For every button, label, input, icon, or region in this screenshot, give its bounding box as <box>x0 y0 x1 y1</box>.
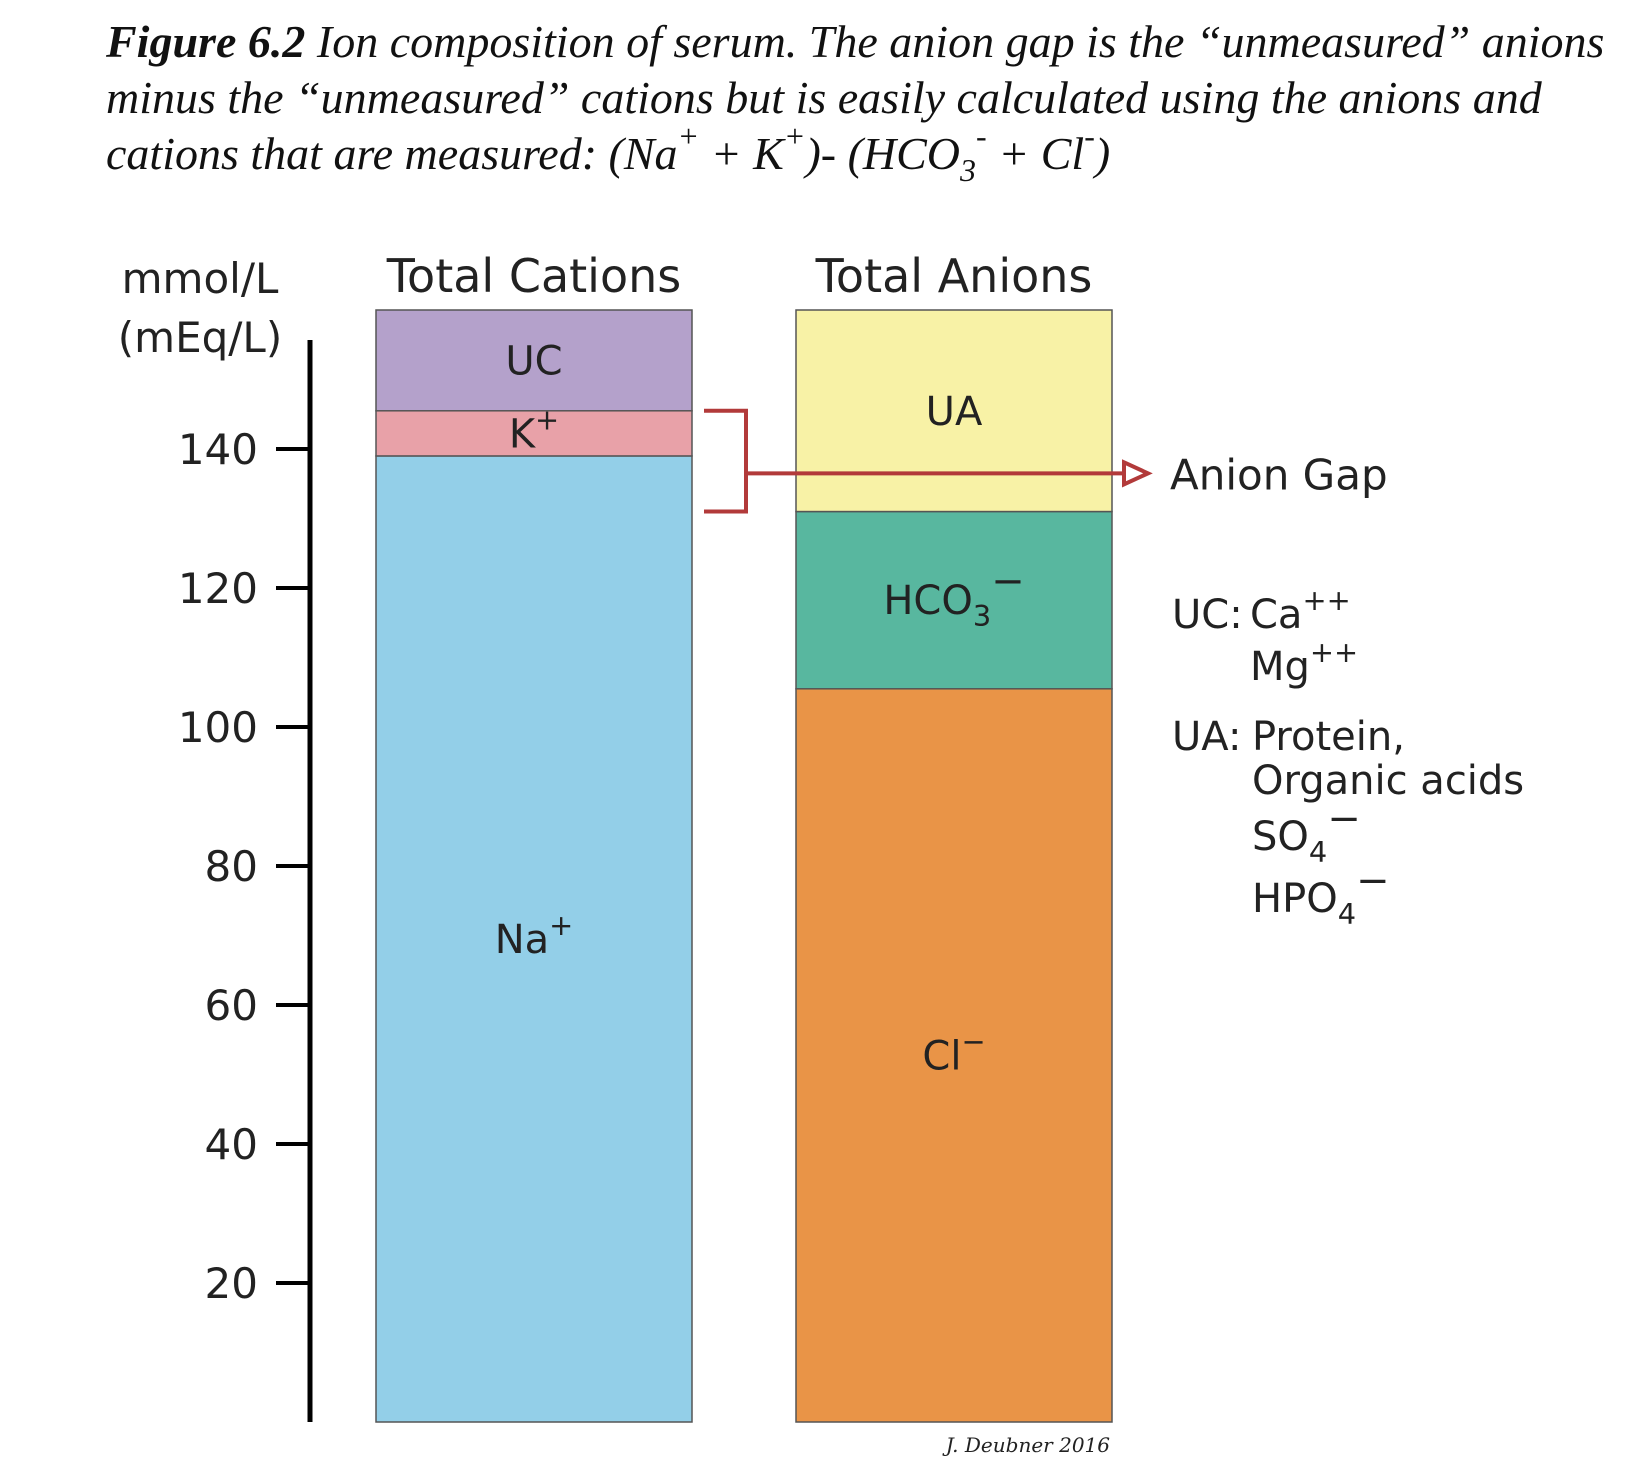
y-tick-label-100: 100 <box>178 703 258 752</box>
y-axis-label-line-2: (mEq/L) <box>118 313 282 362</box>
caption-text-5: ) <box>1094 128 1111 179</box>
segment-uc-bar <box>375 309 693 412</box>
caption-sup-cl: - <box>1084 118 1095 154</box>
y-tick-label-120: 120 <box>178 564 258 613</box>
legend-ua-key: UA: <box>1172 714 1241 760</box>
legend-ua-item-3: HPO4− <box>1252 858 1390 931</box>
segment-cl-bar <box>795 688 1113 1423</box>
caption-text-1: Ion composition of serum. The anion gap … <box>106 16 1605 179</box>
y-tick-label-80: 80 <box>205 842 258 891</box>
segment-uc-label: UC <box>505 338 562 384</box>
segment-na-label: Na+ <box>495 908 574 963</box>
segment-ua-bar <box>795 309 1113 513</box>
caption-text-4: + Cl <box>986 128 1085 179</box>
caption-sub-hco3: 3 <box>960 152 977 188</box>
y-tick-label-20: 20 <box>205 1259 258 1308</box>
anion-gap-bracket <box>704 408 748 514</box>
column-header-0: Total Cations <box>386 249 681 303</box>
figure-caption: Figure 6.2 Ion composition of serum. The… <box>106 14 1606 186</box>
legend-uc-item-0: Ca++ <box>1250 583 1351 638</box>
legend-uc-item-1: Mg++ <box>1250 635 1358 690</box>
figure-label: Figure 6.2 <box>106 16 306 67</box>
y-axis-label-line-1: mmol/L <box>122 254 279 303</box>
segment-cl-label: Cl− <box>922 1024 985 1079</box>
legend-uc-key: UC: <box>1172 592 1243 638</box>
y-tick-label-40: 40 <box>205 1120 258 1169</box>
credit-signature: J. Deubner 2016 <box>942 1433 1111 1457</box>
anion-gap-arrow-head <box>1122 459 1153 488</box>
caption-sup-na: + <box>677 118 700 154</box>
y-tick-label-140: 140 <box>178 425 258 474</box>
legend-ua-item-0: Protein, <box>1252 714 1405 760</box>
segment-hco-bar <box>795 510 1113 690</box>
segment-ua-label: UA <box>926 389 983 435</box>
column-header-1: Total Anions <box>815 249 1093 303</box>
legend-ua-item-2: SO4− <box>1252 796 1361 869</box>
y-tick-label-60: 60 <box>205 981 258 1030</box>
anion-gap-label: Anion Gap <box>1170 450 1388 499</box>
legend-ua-item-1: Organic acids <box>1252 758 1524 804</box>
caption-text-3: )- (HCO <box>805 128 961 179</box>
segment-hco-label: HCO3− <box>883 559 1024 634</box>
caption-sup-k: + <box>783 118 806 154</box>
segment-na-bar <box>375 455 693 1423</box>
caption-text-2: + K <box>699 128 784 179</box>
caption-sup-hco3: - <box>976 118 987 154</box>
